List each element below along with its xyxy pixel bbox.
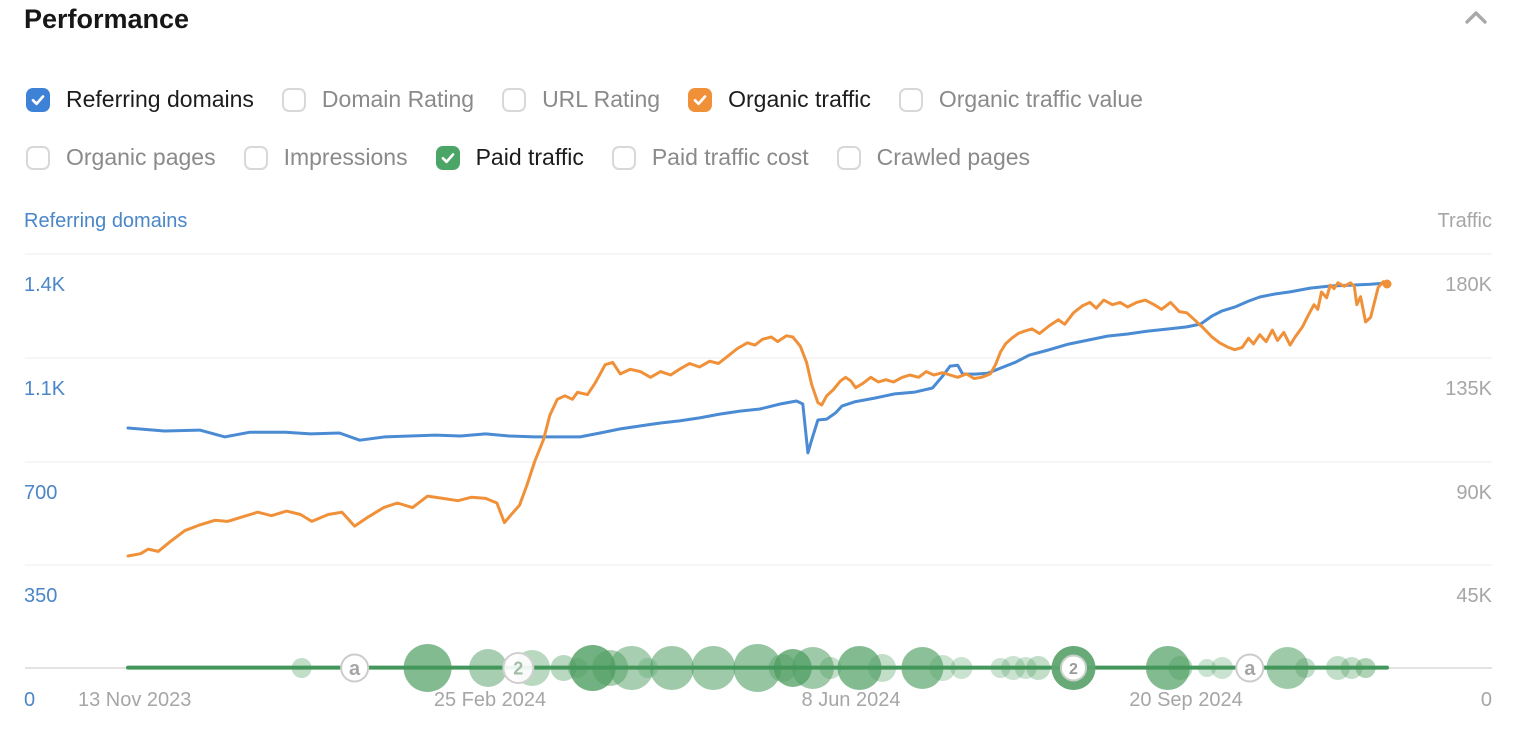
event-count-badge: 2: [513, 659, 523, 679]
checkbox-url-rating[interactable]: URL Rating: [502, 86, 660, 113]
ahrefs-a-badge: a: [349, 658, 361, 680]
metric-toggle-row-2: Organic pages Impressions Paid traffic Paid…: [26, 144, 1030, 171]
left-axis-title: Referring domains: [24, 210, 188, 232]
checkmark-icon: [441, 152, 454, 163]
unchecked-checkbox-icon: [836, 145, 861, 170]
ahrefs-event-badge-circle[interactable]: [1235, 653, 1265, 683]
x-axis-tick: 13 Nov 2023: [78, 689, 192, 711]
checkbox-impressions[interactable]: Impressions: [243, 144, 408, 171]
checkbox-crawled-pages[interactable]: Crawled pages: [836, 144, 1031, 171]
checkbox-domain-rating[interactable]: Domain Rating: [281, 86, 475, 113]
left-axis-tick: 0: [24, 689, 36, 711]
checkbox-label: Paid traffic cost: [651, 144, 809, 170]
left-axis-tick: 700: [24, 482, 58, 504]
checkbox-organic-pages[interactable]: Organic pages: [26, 144, 216, 171]
ahrefs-a-badge: a: [1244, 658, 1256, 680]
checkbox-paid-traffic[interactable]: Paid traffic: [435, 144, 584, 171]
left-axis-tick: 1.4K: [24, 274, 66, 296]
unchecked-checkbox-icon: [243, 145, 268, 170]
event-badge-circle[interactable]: [1060, 654, 1088, 682]
x-axis-tick: 25 Feb 2024: [433, 689, 547, 711]
right-axis-tick: 135K: [1445, 378, 1492, 400]
x-axis-tick: 8 Jun 2024: [801, 689, 901, 711]
checked-checkbox-icon: [688, 87, 713, 112]
right-axis-title: Traffic: [1437, 210, 1492, 232]
checkbox-label: Crawled pages: [876, 144, 1031, 170]
checkbox-label: Domain Rating: [321, 86, 475, 112]
checkbox-paid-traffic-cost[interactable]: Paid traffic cost: [611, 144, 809, 171]
x-axis-tick: 20 Sep 2024: [1129, 689, 1243, 711]
checkbox-label: URL Rating: [542, 86, 661, 112]
series-line-referring-domains: [126, 281, 1389, 455]
page-title: Performance: [24, 4, 190, 34]
left-axis-tick: 350: [24, 585, 58, 607]
unchecked-checkbox-icon: [502, 87, 527, 112]
checked-checkbox-icon: [435, 145, 460, 170]
checked-checkbox-icon: [26, 87, 50, 112]
checkbox-organic-traffic[interactable]: Organic traffic: [688, 86, 871, 113]
metric-toggle-row-1: Referring domains Domain Rating URL Rating…: [26, 86, 1143, 113]
right-axis-tick: 45K: [1456, 585, 1492, 607]
ahrefs-event-badge-circle[interactable]: [340, 653, 370, 683]
checkbox-label: Paid traffic: [475, 144, 584, 170]
checkbox-label: Organic pages: [66, 144, 216, 170]
event-count-badge: 2: [1069, 661, 1078, 678]
right-axis-tick: 180K: [1445, 274, 1492, 296]
checkbox-referring-domains[interactable]: Referring domains: [26, 86, 254, 113]
unchecked-checkbox-icon: [611, 145, 636, 170]
checkmark-icon: [693, 94, 707, 105]
right-axis-tick: 90K: [1456, 482, 1492, 504]
checkbox-label: Impressions: [283, 144, 408, 170]
series-line-organic-traffic: [126, 280, 1389, 558]
checkbox-label: Organic traffic: [728, 86, 871, 112]
checkbox-organic-traffic-value[interactable]: Organic traffic value: [898, 86, 1143, 113]
checkmark-icon: [31, 94, 45, 105]
collapse-button[interactable]: [1458, 4, 1494, 34]
checkbox-label: Referring domains: [66, 86, 254, 112]
left-axis-tick: 1.1K: [24, 378, 66, 400]
unchecked-checkbox-icon: [281, 87, 306, 112]
unchecked-checkbox-icon: [26, 145, 50, 170]
event-badge-circle[interactable]: [502, 652, 535, 684]
unchecked-checkbox-icon: [898, 87, 923, 112]
right-axis-tick: 0: [1480, 689, 1492, 711]
series-end-marker: [1382, 279, 1392, 289]
checkbox-label: Organic traffic value: [938, 86, 1143, 112]
chevron-up-icon: [1465, 10, 1487, 24]
